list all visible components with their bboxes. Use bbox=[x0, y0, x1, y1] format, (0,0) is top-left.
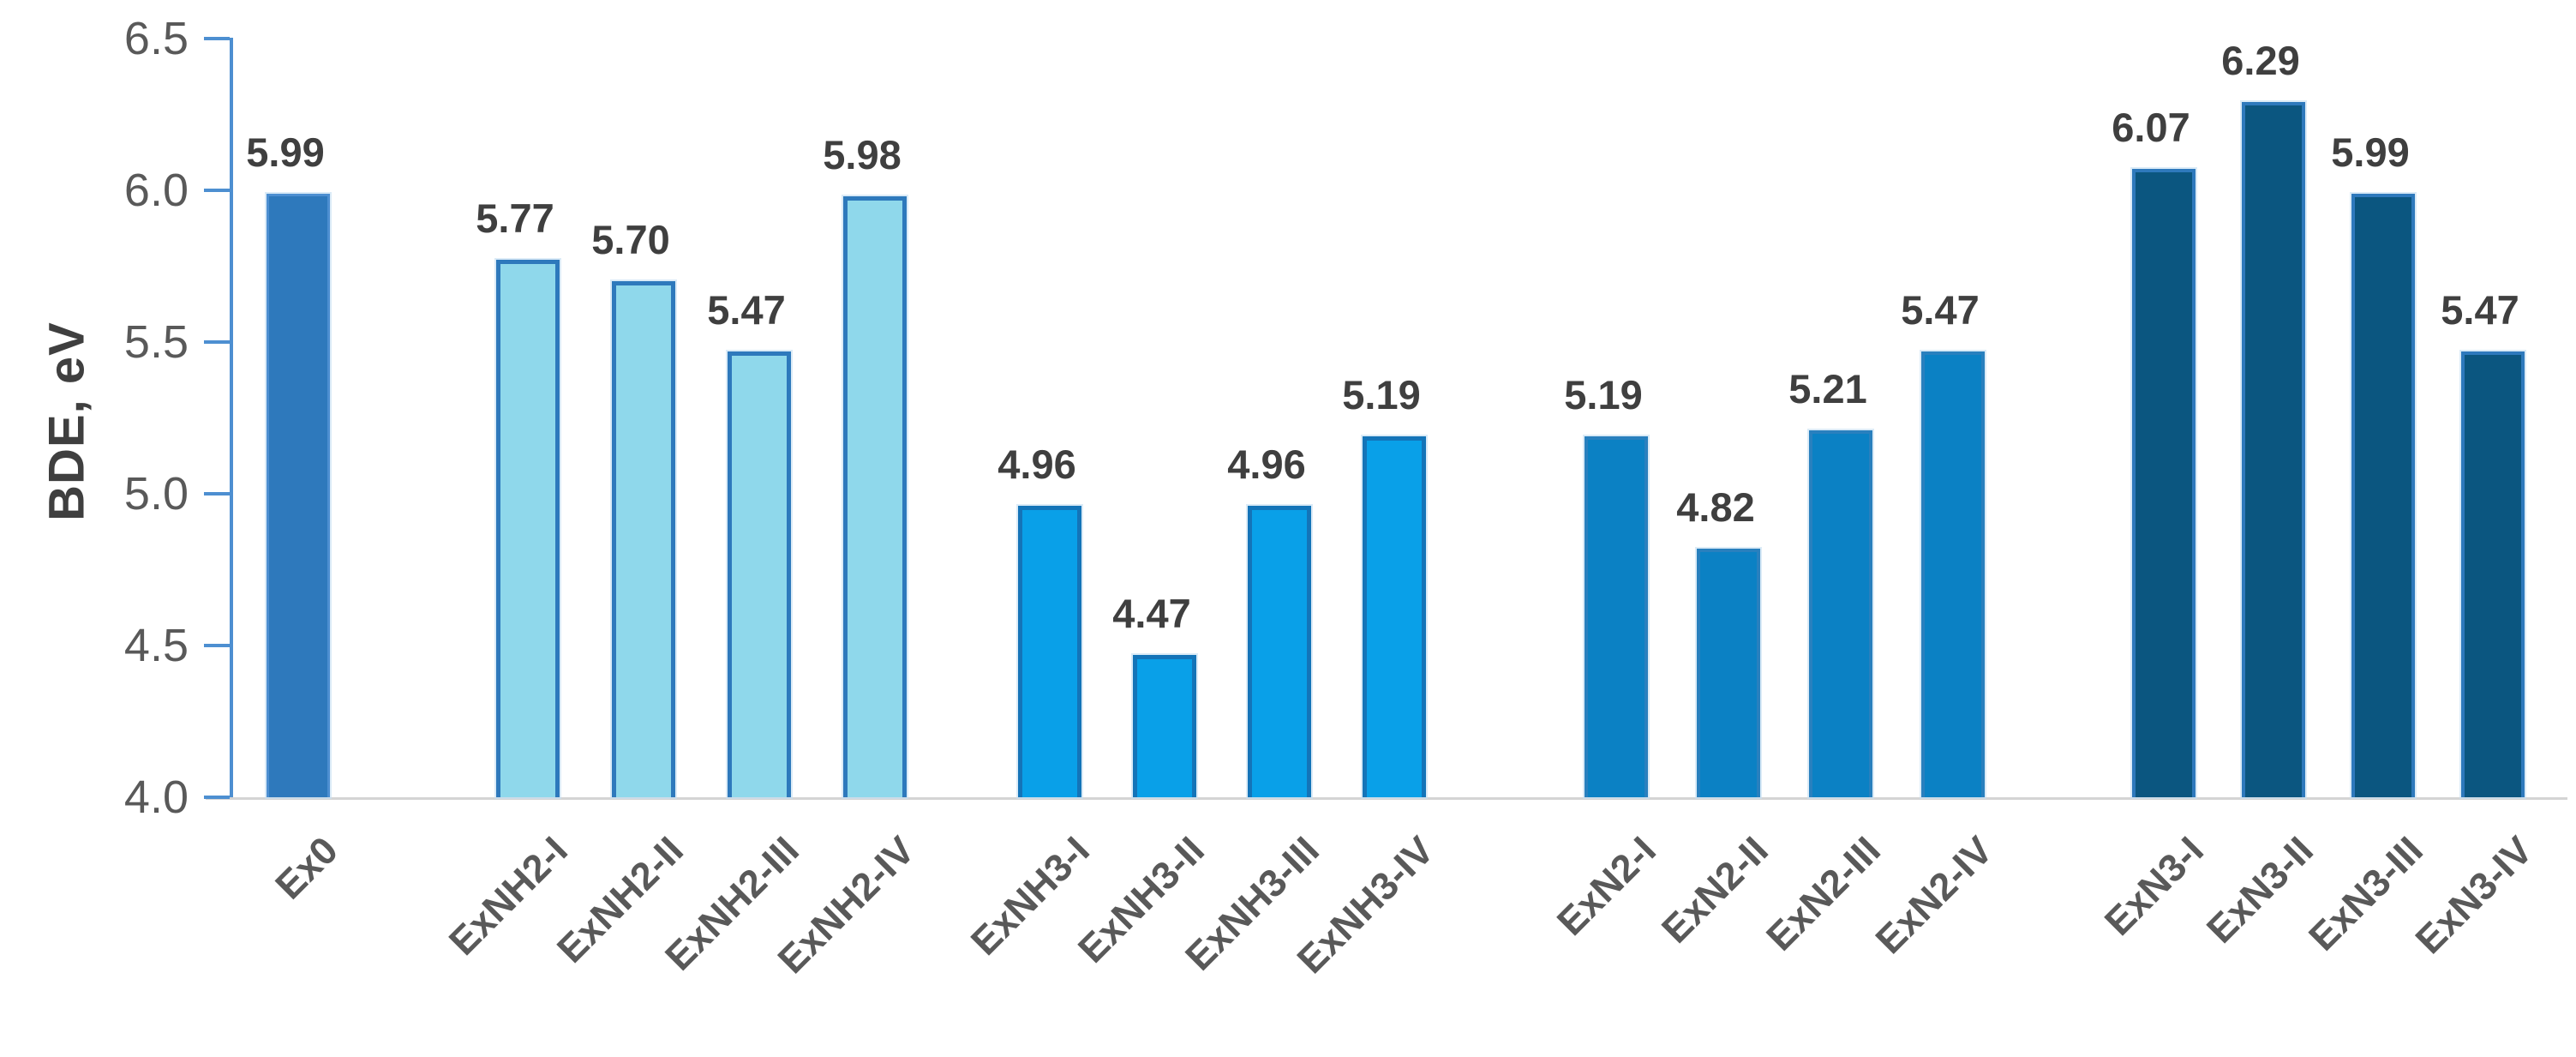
value-label-ExNH3-III: 4.96 bbox=[1227, 441, 1306, 488]
bar-ExN3-II bbox=[2242, 102, 2305, 797]
bar-ExNH3-III bbox=[1248, 506, 1311, 797]
x-axis-baseline bbox=[206, 797, 2567, 800]
y-tick-mark-6.5 bbox=[204, 37, 230, 40]
y-tick-mark-4.5 bbox=[204, 644, 230, 647]
value-label-ExN3-I: 6.07 bbox=[2112, 105, 2190, 151]
y-tick-mark-6.0 bbox=[204, 189, 230, 192]
bar-ExNH2-I bbox=[496, 260, 560, 797]
y-tick-mark-5.5 bbox=[204, 340, 230, 344]
x-tick-label-ExN2-III: ExN2-III bbox=[1758, 827, 1889, 959]
value-label-ExN3-II: 6.29 bbox=[2221, 38, 2300, 84]
value-label-ExNH3-IV: 5.19 bbox=[1342, 371, 1421, 417]
x-tick-label-ExN2-IV: ExN2-IV bbox=[1866, 827, 2001, 963]
y-tick-label: 5.5 bbox=[123, 316, 189, 368]
x-tick-label-ExN3-IV: ExN3-IV bbox=[2406, 827, 2541, 963]
bar-ExN2-III bbox=[1809, 429, 1872, 797]
bar-ExNH3-II bbox=[1133, 654, 1196, 797]
y-tick-label: 6.5 bbox=[123, 13, 189, 64]
x-tick-label-ExN3-III: ExN3-III bbox=[2300, 827, 2431, 959]
bar-ExN3-IV bbox=[2461, 351, 2525, 797]
x-tick-label-ExN2-I: ExN2-I bbox=[1548, 827, 1664, 944]
bar-Ex0 bbox=[267, 193, 330, 797]
x-tick-label-ExN3-II: ExN3-II bbox=[2198, 827, 2321, 952]
x-tick-label-ExN3-I: ExN3-I bbox=[2095, 827, 2212, 944]
value-label-Ex0: 5.99 bbox=[246, 129, 325, 175]
value-label-ExN3-III: 5.99 bbox=[2331, 129, 2410, 175]
value-label-ExN3-IV: 5.47 bbox=[2441, 286, 2519, 333]
value-label-ExNH2-IV: 5.98 bbox=[823, 132, 902, 178]
y-tick-label: 6.0 bbox=[123, 165, 189, 216]
bar-ExNH2-IV bbox=[843, 196, 907, 797]
bar-ExN2-IV bbox=[1921, 351, 1985, 797]
bar-ExN2-I bbox=[1585, 435, 1648, 797]
value-label-ExNH2-II: 5.70 bbox=[591, 217, 670, 263]
bar-ExNH2-III bbox=[728, 351, 791, 797]
bar-ExN3-I bbox=[2132, 169, 2196, 797]
x-tick-label-ExN2-II: ExN2-II bbox=[1653, 827, 1776, 952]
value-label-ExN2-II: 4.82 bbox=[1676, 483, 1755, 530]
value-label-ExNH2-I: 5.77 bbox=[476, 195, 554, 242]
y-tick-mark-4.0 bbox=[204, 796, 230, 799]
value-label-ExNH2-III: 5.47 bbox=[707, 286, 786, 333]
bar-ExN2-II bbox=[1697, 548, 1760, 797]
y-axis-line bbox=[230, 38, 233, 799]
bar-ExN3-III bbox=[2351, 193, 2415, 797]
y-tick-mark-5.0 bbox=[204, 492, 230, 495]
y-axis-title: BDE, eV bbox=[39, 321, 95, 521]
y-tick-label: 5.0 bbox=[123, 468, 189, 519]
value-label-ExN2-III: 5.21 bbox=[1788, 365, 1867, 411]
bar-ExNH3-I bbox=[1018, 506, 1081, 797]
value-label-ExNH3-II: 4.47 bbox=[1112, 590, 1191, 636]
value-label-ExN2-I: 5.19 bbox=[1564, 371, 1643, 417]
y-tick-label: 4.0 bbox=[123, 772, 189, 823]
value-label-ExNH3-I: 4.96 bbox=[997, 441, 1076, 488]
bar-ExNH2-II bbox=[612, 281, 675, 797]
x-tick-label-Ex0: Ex0 bbox=[267, 827, 346, 908]
bar-ExNH3-IV bbox=[1363, 435, 1426, 797]
y-tick-label: 4.5 bbox=[123, 620, 189, 671]
value-label-ExN2-IV: 5.47 bbox=[1901, 286, 1980, 333]
